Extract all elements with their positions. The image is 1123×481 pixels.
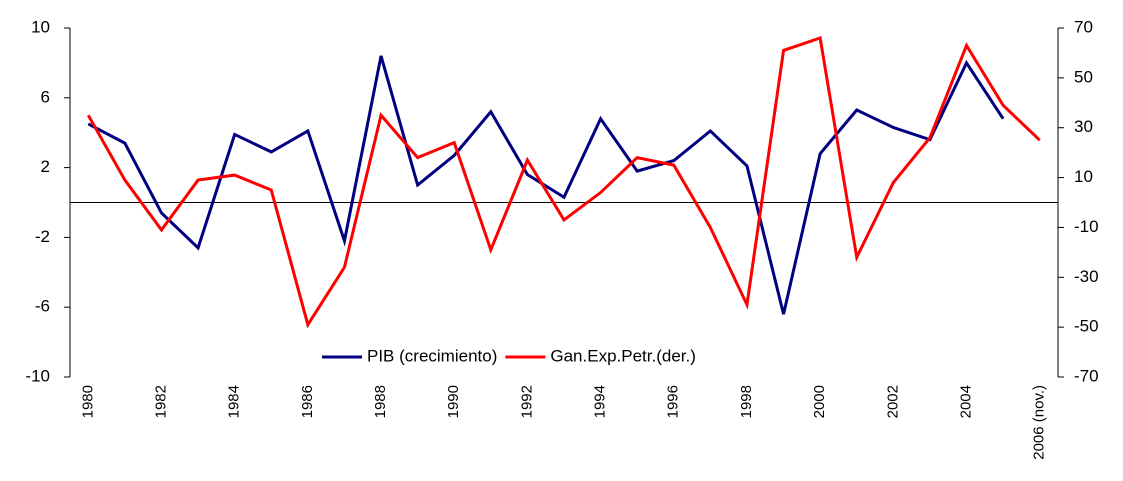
y2-tick-label: 30 [1074,117,1093,136]
x-tick-label: 2002 [884,385,901,418]
x-tick-label: 2004 [957,385,974,418]
y-tick-label: 10 [31,17,50,36]
y2-tick-label: -50 [1074,317,1099,336]
y-tick-label: 6 [41,87,50,106]
x-tick-label: 1994 [592,385,609,418]
y-tick-label: 2 [41,157,50,176]
x-tick-label: 2006 (nov.) [1031,385,1048,460]
x-tick-label: 2000 [811,385,828,418]
series-line [87,55,1005,315]
x-tick-label: 1986 [299,385,316,418]
x-tick-label: 1988 [372,385,389,418]
x-tick-label: 1998 [738,385,755,418]
x-tick-label: 1996 [665,385,682,418]
y-tick-label: -6 [35,297,50,316]
x-tick-label: 1992 [518,385,535,418]
y2-tick-label: 50 [1074,67,1093,86]
y-tick-label: -2 [35,227,50,246]
y2-tick-label: 10 [1074,167,1093,186]
legend-label: Gan.Exp.Petr.(der.) [550,346,696,365]
x-tick-label: 1982 [152,385,169,418]
y2-tick-label: -10 [1074,217,1099,236]
y-tick-label: -10 [25,366,50,385]
x-tick-label: 1980 [79,385,96,418]
x-tick-label: 1990 [445,385,462,418]
x-tick-label: 1984 [226,385,243,418]
y2-tick-label: 70 [1074,17,1093,36]
y2-tick-label: -70 [1074,366,1099,385]
y2-tick-label: -30 [1074,267,1099,286]
series-line [86,35,1041,329]
legend-label: PIB (crecimiento) [367,346,497,365]
